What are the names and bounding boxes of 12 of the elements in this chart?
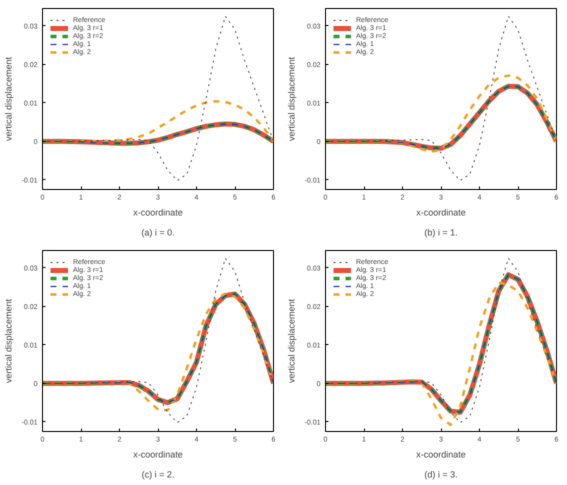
y-axis-title: vertical displacement [4, 56, 14, 142]
text: (a) i = 0. [141, 228, 175, 238]
y-axis-title: vertical displacement [286, 56, 297, 142]
y-axis-title: vertical displacement [286, 298, 297, 384]
x-axis-title: x-coordinate [416, 208, 466, 218]
text: (d) i = 3. [424, 470, 458, 480]
x-axis-title: x-coordinate [416, 450, 466, 460]
x-axis-title: x-coordinate [133, 450, 183, 460]
text: (c) i = 2. [142, 470, 174, 480]
x-axis-title: x-coordinate [133, 208, 183, 218]
y-axis-title: vertical displacement [4, 298, 14, 384]
text: (b) i = 1. [424, 228, 458, 238]
